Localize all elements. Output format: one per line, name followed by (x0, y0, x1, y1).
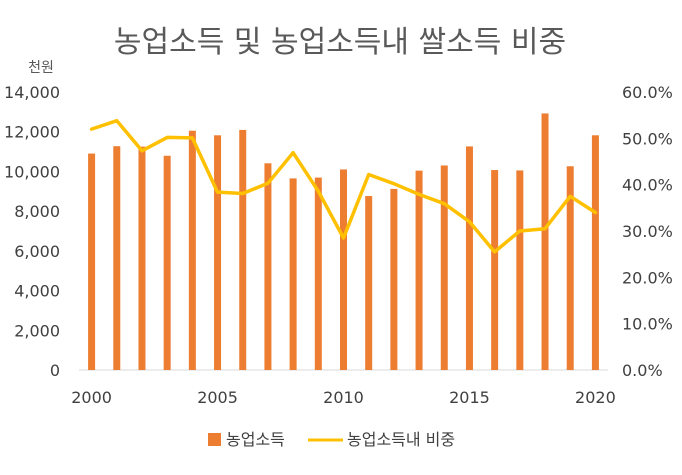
bar-2011 (365, 196, 373, 370)
line-point-2011 (368, 173, 370, 175)
line-point-2010 (343, 237, 344, 239)
bar-2004 (188, 130, 196, 370)
chart-title: 농업소득 및 농업소득내 쌀소득 비중 (114, 25, 566, 60)
line-point-2002 (141, 150, 143, 152)
line-point-2008 (292, 152, 294, 154)
y-right-tick-label: 10.0% (622, 315, 673, 334)
x-tick-label: 2005 (197, 388, 238, 407)
plot-area: 0 2,000 4,000 6,000 8,000 10,000 12,000 14,000 0… (4, 83, 673, 407)
bar-2001 (113, 146, 121, 370)
bar-2013 (415, 170, 423, 370)
bar-2000 (88, 153, 96, 370)
bar-2009 (314, 177, 322, 370)
y-right-tick-label: 20.0% (622, 268, 673, 287)
bar-2008 (289, 178, 297, 370)
line-point-2007 (267, 182, 269, 184)
bar-2017 (516, 170, 524, 370)
bar-2020 (591, 135, 599, 370)
y-axis-unit-label: 천원 (28, 60, 54, 76)
bar-2003 (163, 155, 171, 370)
line-point-2014 (443, 203, 445, 205)
bar-2018 (541, 113, 549, 371)
y-right-tick-label: 30.0% (622, 222, 673, 241)
line-point-2006 (242, 192, 244, 194)
y-left-tick-label: 0 (50, 361, 60, 380)
bar-2015 (465, 146, 473, 370)
y-left-tick-label: 10,000 (4, 162, 60, 181)
legend: 농업소득 농업소득내 비중 (208, 430, 455, 449)
line-point-2009 (317, 190, 319, 192)
y-left-tick-label: 8,000 (14, 202, 60, 221)
line-point-2015 (468, 221, 470, 223)
y-right-tick-label: 40.0% (622, 176, 673, 195)
legend-label-bar: 농업소득 (226, 430, 285, 449)
bar-2007 (264, 163, 272, 370)
line-point-2000 (91, 128, 93, 130)
bar-2006 (239, 129, 247, 370)
bar-2010 (340, 169, 347, 370)
bar-2005 (214, 135, 222, 370)
y-right-tick-label: 60.0% (622, 83, 673, 102)
x-tick-label: 2000 (71, 388, 112, 407)
bar-2012 (390, 188, 398, 370)
line-point-2020 (594, 211, 596, 213)
y-right-tick-label: 0.0% (622, 361, 663, 380)
line-point-2017 (519, 230, 521, 232)
x-tick-label: 2015 (449, 388, 490, 407)
legend-swatch-bar (208, 433, 221, 446)
y-left-tick-label: 6,000 (14, 242, 60, 261)
line-point-2004 (191, 137, 193, 139)
line-point-2013 (418, 193, 420, 195)
y-left-tick-label: 4,000 (14, 282, 60, 301)
line-point-2001 (116, 120, 118, 122)
line-point-2005 (217, 191, 219, 193)
line-point-2012 (393, 183, 395, 185)
bar-2014 (440, 165, 448, 370)
y-right-tick-label: 50.0% (622, 129, 673, 148)
legend-label-line: 농업소득내 비중 (347, 430, 455, 449)
bar-2019 (566, 166, 574, 370)
y-left-tick-label: 2,000 (14, 321, 60, 340)
line-point-2018 (544, 228, 546, 230)
bar-2016 (491, 170, 499, 370)
bar-2002 (138, 146, 146, 370)
x-tick-label: 2020 (575, 388, 616, 407)
line-point-2019 (569, 195, 571, 197)
line-point-2016 (494, 251, 496, 253)
y-left-tick-label: 14,000 (4, 83, 60, 102)
x-tick-label: 2010 (323, 388, 364, 407)
y-left-tick-label: 12,000 (4, 123, 60, 142)
line-point-2003 (166, 136, 168, 138)
